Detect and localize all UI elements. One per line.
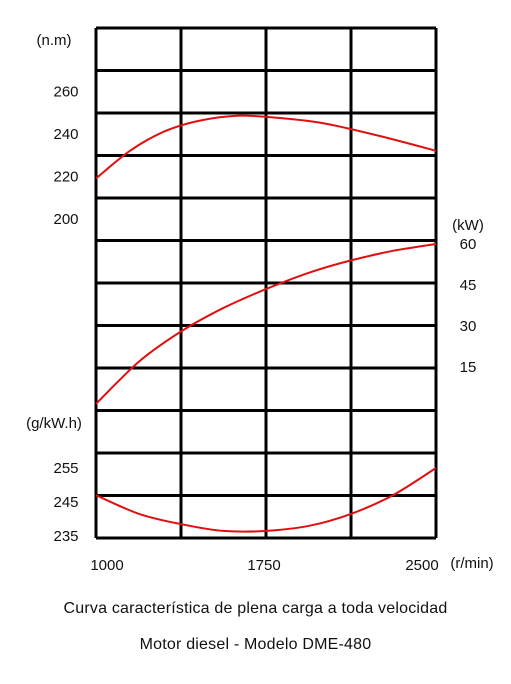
power-tick-label: 60 xyxy=(460,236,477,253)
consumption-tick-label: 235 xyxy=(53,528,78,545)
power-tick-label: 30 xyxy=(460,318,477,335)
chart-subtitle: Motor diesel - Modelo DME-480 xyxy=(139,636,372,653)
torque-tick-label: 260 xyxy=(53,83,78,100)
x-tick-label: 1000 xyxy=(90,557,123,574)
torque-tick-label: 240 xyxy=(53,126,78,143)
torque-curve xyxy=(95,114,437,180)
torque-tick-label: 200 xyxy=(53,211,78,228)
consumption-tick-label: 245 xyxy=(53,494,78,511)
consumption-tick-label: 255 xyxy=(53,460,78,477)
x-tick-label: 1750 xyxy=(247,557,280,574)
x-axis-unit-label: (r/min) xyxy=(450,555,493,572)
torque-tick-label: 220 xyxy=(53,168,78,185)
chart-grid xyxy=(94,26,438,540)
chart-curves xyxy=(95,114,437,533)
chart-title: Curva característica de plena carga a to… xyxy=(63,600,448,617)
torque-unit-label: (n.m) xyxy=(37,32,72,49)
consumption-curve xyxy=(95,467,437,533)
power-tick-label: 45 xyxy=(460,277,477,294)
chart-labels: 260 240 220 200 (n.m) 60 45 30 15 (kW) 255 245 235 (g… xyxy=(26,32,494,574)
power-tick-label: 15 xyxy=(460,359,477,376)
x-tick-label: 2500 xyxy=(405,557,438,574)
consumption-unit-label: (g/kW.h) xyxy=(26,415,82,432)
power-curve xyxy=(95,243,437,405)
power-unit-label: (kW) xyxy=(452,217,484,234)
